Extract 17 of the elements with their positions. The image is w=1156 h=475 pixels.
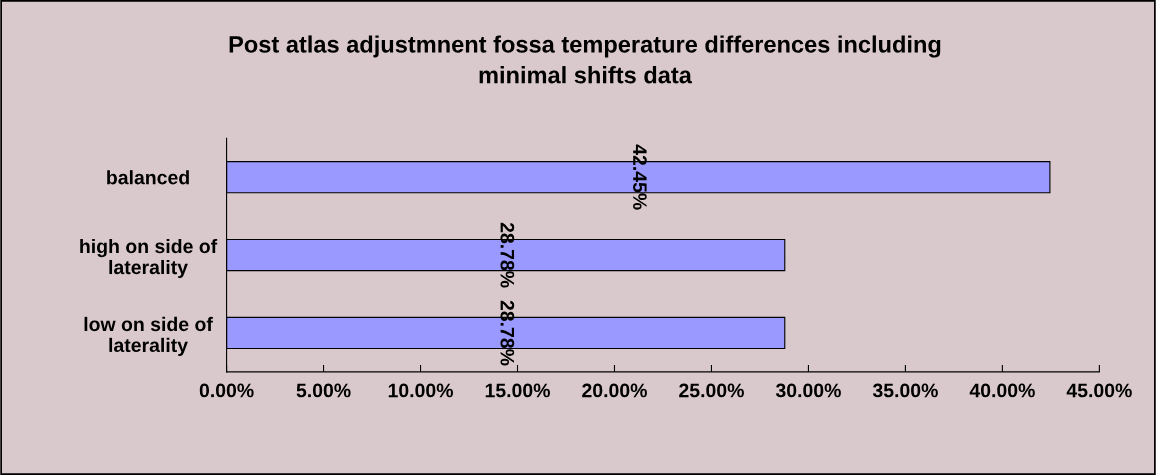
x-tick-label: 35.00% bbox=[872, 383, 938, 398]
x-tick-label: 20.00% bbox=[582, 383, 647, 398]
y-tick-label: high on side of laterality bbox=[80, 238, 218, 279]
chart-title: Post atlas adjustmnent fossa temperature differences including minimal shifts data bbox=[229, 35, 941, 84]
x-tick-label: 15.00% bbox=[485, 383, 550, 398]
x-tick-label: 5.00% bbox=[296, 383, 351, 398]
x-tick-label: 10.00% bbox=[388, 383, 453, 398]
y-tick-label: low on side of laterality bbox=[84, 316, 213, 356]
x-tick-label: 30.00% bbox=[775, 383, 841, 398]
x-tick-label: 0.00% bbox=[199, 383, 254, 398]
y-tick-label: balanced bbox=[107, 170, 189, 185]
x-tick-label: 45.00% bbox=[1066, 383, 1132, 398]
data-label: 28.78% bbox=[500, 300, 515, 366]
data-label: 28.78% bbox=[500, 222, 515, 288]
data-label: 42.45% bbox=[633, 144, 647, 210]
x-tick-label: 40.00% bbox=[969, 383, 1035, 398]
x-tick-label: 25.00% bbox=[679, 383, 744, 398]
